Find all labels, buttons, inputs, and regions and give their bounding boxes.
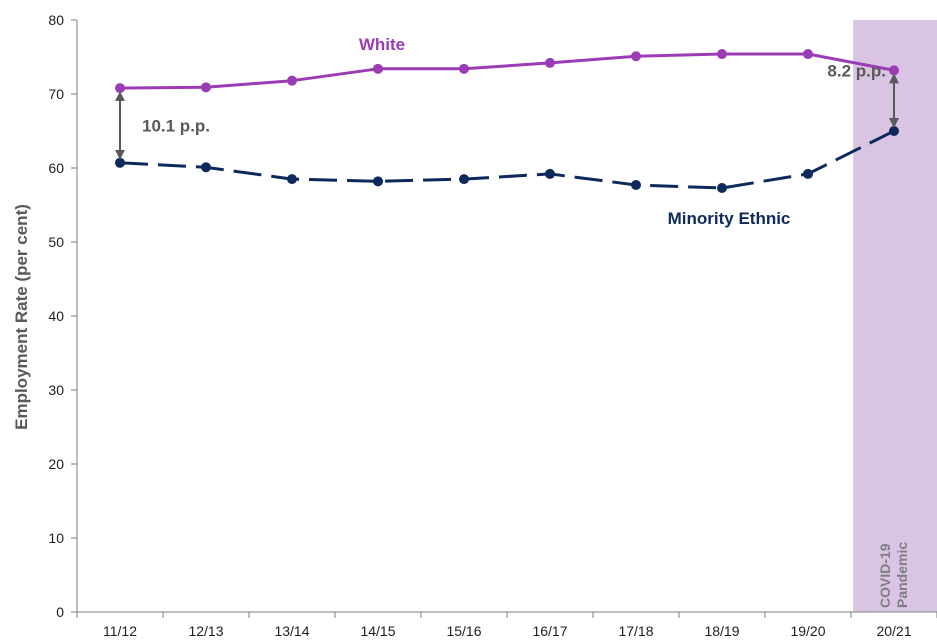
annotations: 10.1 p.p. 8.2 p.p. xyxy=(115,62,899,160)
gap-label: 10.1 p.p. xyxy=(142,116,210,135)
covid-highlight-band xyxy=(853,20,937,612)
series-label-minority-ethnic: Minority Ethnic xyxy=(668,209,791,228)
data-point-white xyxy=(545,57,555,68)
y-tick-label: 60 xyxy=(48,160,64,176)
data-point-minority-ethnic xyxy=(459,174,469,185)
y-tick-label: 80 xyxy=(48,12,64,28)
data-point-minority-ethnic xyxy=(201,162,211,173)
covid-band-label-line: COVID-19 xyxy=(877,543,893,608)
y-tick-label: 50 xyxy=(48,234,64,250)
y-tick-label: 30 xyxy=(48,382,64,398)
x-tick-label: 17/18 xyxy=(618,623,653,639)
y-tick-label: 70 xyxy=(48,86,64,102)
data-point-white xyxy=(459,63,469,74)
data-point-minority-ethnic xyxy=(631,180,641,191)
data-point-white xyxy=(287,75,297,86)
x-tick-label: 15/16 xyxy=(446,623,481,639)
x-tick-label: 19/20 xyxy=(790,623,825,639)
data-point-minority-ethnic xyxy=(545,168,555,179)
x-tick-label: 16/17 xyxy=(532,623,567,639)
series-line-minority-ethnic xyxy=(119,129,895,190)
y-tick-label: 40 xyxy=(48,308,64,324)
data-point-white xyxy=(201,82,211,93)
gap-label: 8.2 p.p. xyxy=(827,62,886,81)
x-tick-label: 11/12 xyxy=(103,623,137,639)
data-point-minority-ethnic xyxy=(889,126,899,136)
x-tick-label: 14/15 xyxy=(360,623,395,639)
data-point-white xyxy=(889,65,899,76)
data-point-minority-ethnic xyxy=(287,174,297,185)
series-label-white: White xyxy=(359,35,405,54)
data-point-minority-ethnic xyxy=(115,157,125,168)
series-layer xyxy=(115,49,899,193)
x-tick-label: 13/14 xyxy=(274,623,309,639)
x-tick-label: 12/13 xyxy=(188,623,223,639)
y-tick-label: 20 xyxy=(48,456,64,472)
data-point-white xyxy=(717,49,727,60)
series-line-white xyxy=(119,52,895,90)
covid-band-label: COVID-19Pandemic xyxy=(877,542,910,608)
y-axis-title: Employment Rate (per cent) xyxy=(12,204,31,430)
data-point-white xyxy=(803,49,813,60)
data-point-white xyxy=(115,83,125,94)
covid-band-label-line: Pandemic xyxy=(894,542,910,608)
y-tick-label: 10 xyxy=(48,530,64,546)
x-tick-label: 20/21 xyxy=(876,623,911,639)
data-point-minority-ethnic xyxy=(803,168,813,179)
x-tick-label: 18/19 xyxy=(704,623,739,639)
y-tick-label: 0 xyxy=(56,604,64,620)
data-point-minority-ethnic xyxy=(717,182,727,193)
data-point-white xyxy=(631,51,641,62)
data-point-white xyxy=(373,63,383,74)
data-point-minority-ethnic xyxy=(373,176,383,187)
axes: 0 10 20 30 40 50 60 70 80 11/12 12/13 13/14 14/15 15/… xyxy=(48,12,937,639)
highlight-band-layer: COVID-19Pandemic xyxy=(853,20,937,612)
